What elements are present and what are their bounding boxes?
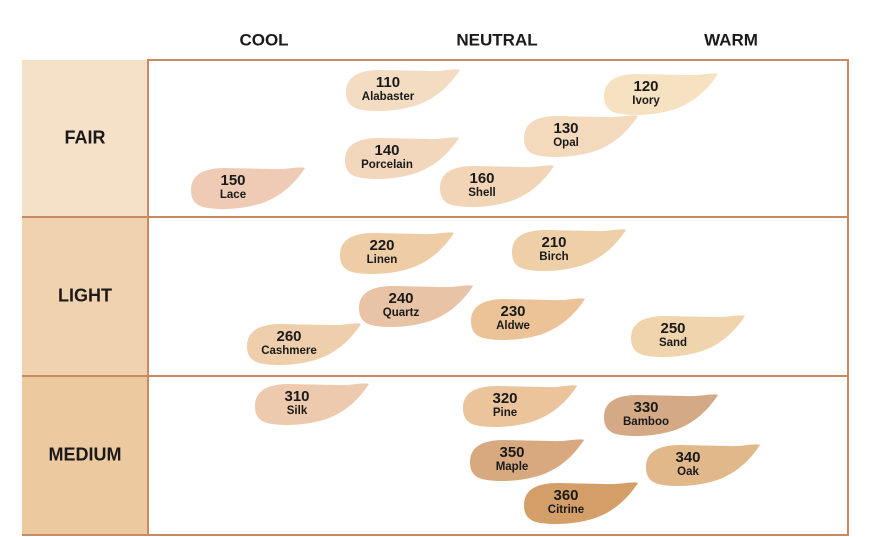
shade-swatch — [359, 285, 473, 328]
shade-name: Opal — [553, 137, 579, 149]
shade-swatch — [524, 115, 638, 158]
shade-name: Shell — [468, 187, 495, 199]
shade-name: Alabaster — [362, 91, 415, 103]
shade-name: Sand — [659, 337, 687, 349]
shade-name: Cashmere — [261, 345, 317, 357]
shade-swatch — [604, 394, 718, 437]
shade-code: 360 — [553, 487, 578, 504]
row-band — [22, 217, 148, 376]
shade-name: Bamboo — [623, 416, 669, 428]
shade-name: Silk — [287, 405, 308, 417]
shade-swatch — [471, 298, 585, 341]
shade-code: 110 — [376, 74, 400, 91]
shade-code: 220 — [369, 237, 394, 254]
shade-code: 340 — [675, 449, 700, 466]
shade-code: 320 — [492, 390, 517, 407]
shade-swatch — [345, 137, 459, 180]
row-label: MEDIUM — [49, 444, 122, 464]
shade-name: Maple — [496, 461, 529, 473]
shade-swatch — [470, 439, 584, 482]
column-header: WARM — [704, 30, 758, 49]
shade-code: 350 — [499, 444, 524, 461]
shade-swatch — [524, 482, 638, 525]
shade-swatch — [340, 232, 454, 275]
column-header: COOL — [239, 30, 288, 49]
shade-name: Birch — [539, 251, 568, 263]
shade-code: 330 — [633, 399, 658, 416]
shade-code: 250 — [660, 320, 685, 337]
shade-code: 210 — [541, 234, 566, 251]
shade-swatch — [512, 229, 626, 272]
shade-name: Quartz — [383, 307, 420, 319]
row-label: LIGHT — [58, 285, 112, 305]
shade-swatch — [346, 69, 460, 112]
shade-code: 230 — [500, 303, 525, 320]
row-label: FAIR — [64, 127, 105, 147]
shade-name: Ivory — [632, 95, 660, 107]
shade-swatch — [191, 167, 305, 210]
grid-frame — [147, 59, 849, 536]
shade-swatch — [255, 383, 369, 426]
shade-code: 310 — [284, 388, 309, 405]
column-header: NEUTRAL — [456, 30, 537, 49]
shade-name: Lace — [220, 189, 246, 201]
shade-swatch — [247, 323, 361, 366]
shade-code: 160 — [469, 170, 494, 187]
shade-code: 240 — [388, 290, 413, 307]
shade-code: 120 — [633, 78, 658, 95]
shade-code: 260 — [276, 328, 301, 345]
shade-swatch — [631, 315, 745, 358]
shade-name: Citrine — [548, 504, 584, 516]
shade-name: Pine — [493, 407, 517, 419]
shade-swatch — [646, 444, 760, 487]
shade-code: 140 — [374, 142, 399, 159]
row-band — [22, 376, 148, 535]
shade-name: Oak — [677, 466, 699, 478]
shade-code: 130 — [553, 120, 578, 137]
shade-name: Aldwe — [496, 320, 530, 332]
shade-name: Linen — [367, 254, 398, 266]
row-band — [22, 60, 148, 217]
shade-swatch — [440, 165, 554, 208]
shade-code: 150 — [220, 172, 245, 189]
shade-name: Porcelain — [361, 159, 413, 171]
shade-swatch — [604, 73, 718, 116]
shade-swatch — [463, 385, 577, 428]
